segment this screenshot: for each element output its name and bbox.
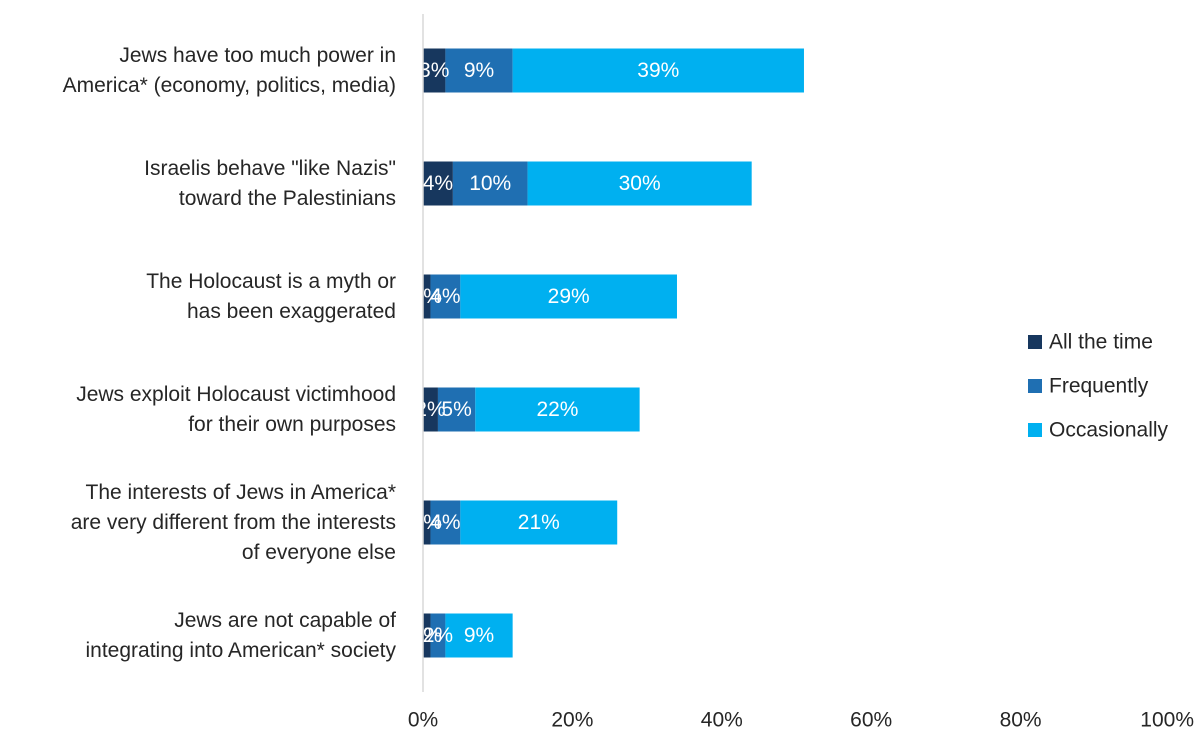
data-label: 10% <box>469 172 511 195</box>
category-label: Jews are not capable of <box>174 609 396 632</box>
legend-swatch <box>1028 423 1042 437</box>
category-labels-layer: Jews have too much power in America* (eco… <box>63 44 397 662</box>
x-tick-label: 80% <box>1000 709 1042 732</box>
x-tick-labels-layer: 0% 20% 40% 60% 80% 100% <box>408 709 1194 732</box>
bar-segment <box>423 387 438 432</box>
data-label: 9% <box>464 624 494 647</box>
data-label: 5% <box>441 398 471 421</box>
x-tick-label: 0% <box>408 709 438 732</box>
bar-segment <box>430 500 461 545</box>
category-label: are very different from the interests <box>71 511 396 534</box>
bar-segment <box>445 613 513 658</box>
data-label: 9% <box>464 59 494 82</box>
bar-segment <box>430 274 461 319</box>
legend-swatch <box>1028 335 1042 349</box>
category-label: has been exaggerated <box>187 300 396 323</box>
data-label: 22% <box>536 398 578 421</box>
category-label: The Holocaust is a myth or <box>146 270 396 293</box>
data-label: 4% <box>430 511 460 534</box>
x-tick-label: 60% <box>850 709 892 732</box>
bar-segment <box>423 48 446 93</box>
category-label: The interests of Jews in America* <box>86 481 396 504</box>
bar-segment <box>423 274 431 319</box>
data-label: 39% <box>637 59 679 82</box>
legend-label: All the time <box>1049 331 1153 354</box>
category-label: Jews exploit Holocaust victimhood <box>76 383 396 406</box>
data-label: 1% <box>412 511 442 534</box>
x-tick-label: 100% <box>1140 709 1194 732</box>
legend-swatch <box>1028 379 1042 393</box>
category-label: Israelis behave "like Nazis" <box>144 157 396 180</box>
data-label: 4% <box>430 285 460 308</box>
data-label: 2% <box>423 624 453 647</box>
data-label: 1% <box>412 285 442 308</box>
bar-segment <box>423 500 431 545</box>
bar-segment <box>527 161 752 206</box>
bar-segment <box>445 48 513 93</box>
bar-segment <box>430 613 446 658</box>
category-label: toward the Palestinians <box>179 187 396 210</box>
bar-segment <box>475 387 640 432</box>
bar-segment <box>423 161 453 206</box>
data-label: 4% <box>423 172 453 195</box>
legend-label: Occasionally <box>1049 419 1169 442</box>
bars-layer <box>423 48 804 658</box>
x-tick-label: 20% <box>551 709 593 732</box>
bar-segment <box>452 161 528 206</box>
legend: All the time Frequently Occasionally <box>1028 331 1169 442</box>
data-label: 1% <box>412 624 442 647</box>
data-label: 3% <box>419 59 449 82</box>
data-label: 21% <box>518 511 560 534</box>
bar-segment <box>423 613 431 658</box>
category-label: America* (economy, politics, media) <box>63 74 396 97</box>
bar-segment <box>512 48 804 93</box>
category-label: integrating into American* society <box>86 639 397 662</box>
bar-segment <box>460 274 677 319</box>
data-labels-layer: 3% 9% 39%4% 10% 30%1%4% 29%2%5% 22%1%4% 21%1%2%… <box>412 59 680 647</box>
category-label: for their own purposes <box>188 413 396 436</box>
bar-segment <box>437 387 476 432</box>
data-label: 30% <box>619 172 661 195</box>
bar-segment <box>460 500 618 545</box>
x-tick-label: 40% <box>701 709 743 732</box>
category-label: Jews have too much power in <box>119 44 396 67</box>
data-label: 29% <box>548 285 590 308</box>
category-label: of everyone else <box>242 541 396 564</box>
legend-label: Frequently <box>1049 375 1149 398</box>
